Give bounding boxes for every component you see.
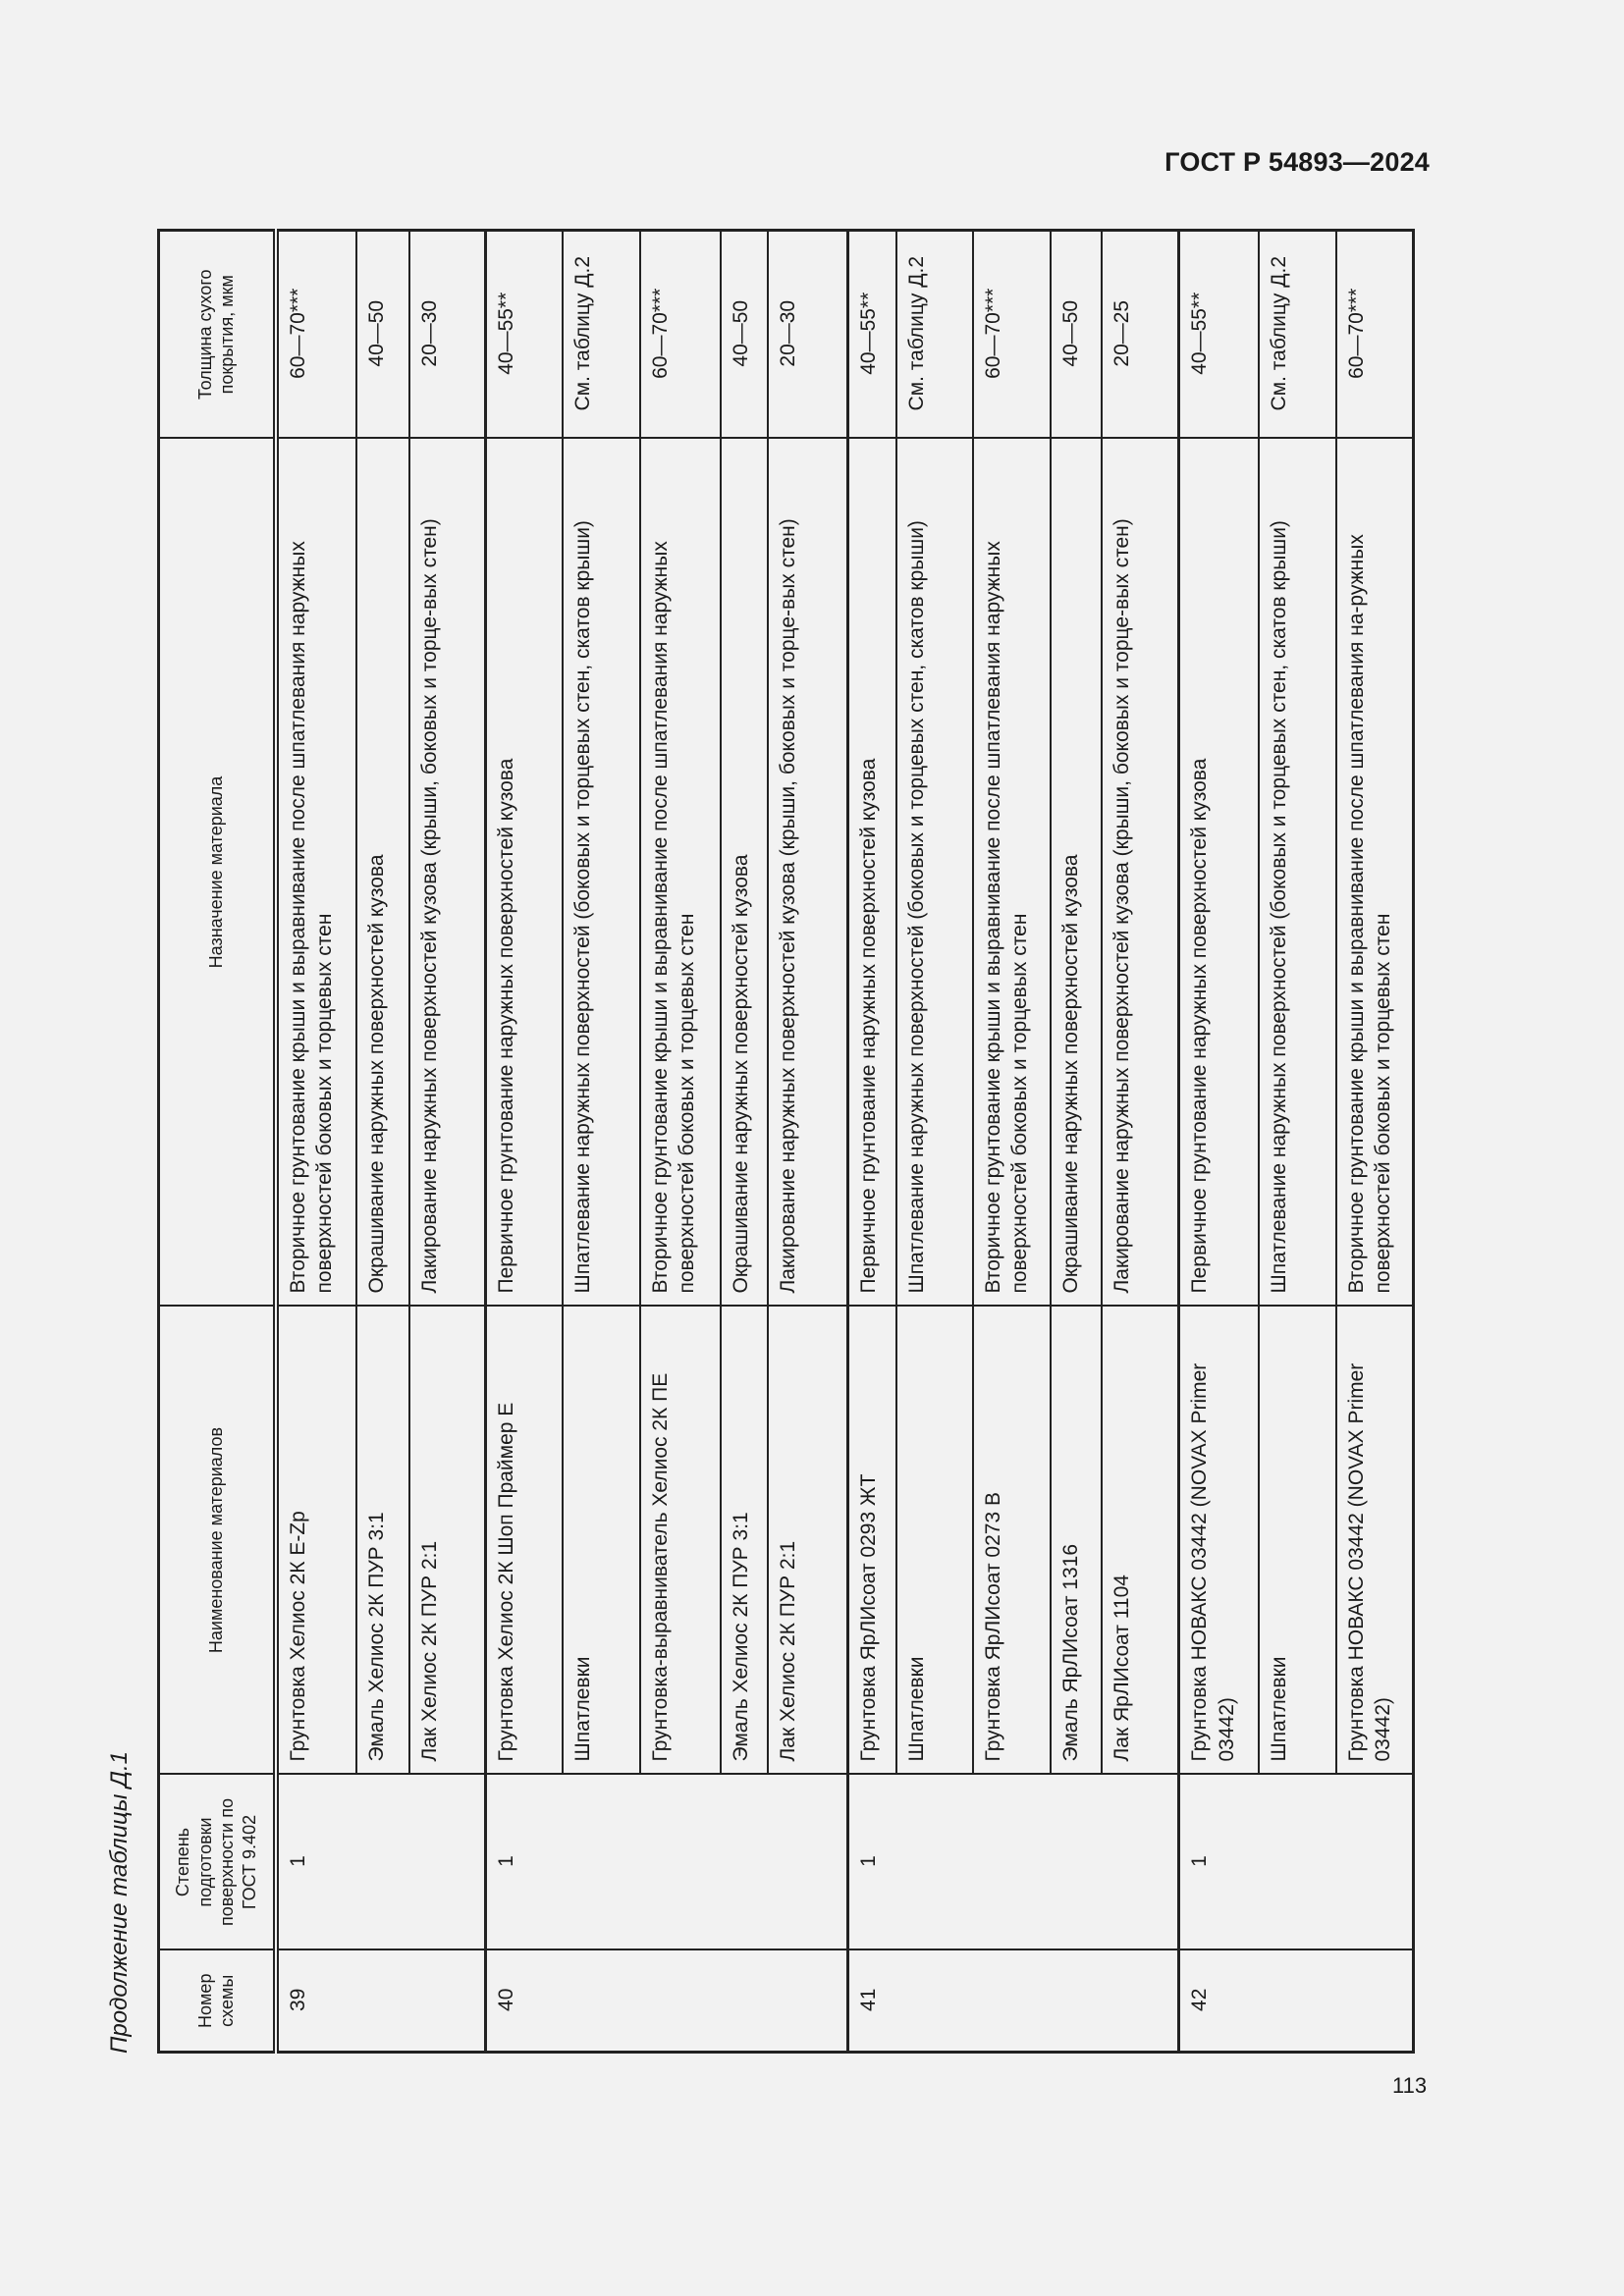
surface-prep-cell: 1 [1178, 1774, 1414, 1950]
header-thickness: Толщина сухого покрытия, мкм [158, 230, 276, 439]
thickness-cell: 60—70*** [275, 230, 356, 439]
purpose-cell: Окрашивание наружных поверхностей кузова [355, 438, 409, 1307]
thickness-cell: 40—50 [1050, 230, 1102, 439]
purpose-cell: Шпатлевание наружных поверхностей (боков… [895, 438, 973, 1307]
scheme-number-cell: 42 [1178, 1949, 1414, 2053]
material-name-cell: Эмаль Хелиос 2К ПУР 3:1 [720, 1306, 768, 1775]
table-row: 39 1 Грунтовка Хелиос 2К E-Zp Вторичное гру… [275, 230, 486, 2053]
material-name-cell: Шпатлевки [1258, 1306, 1336, 1775]
document-code: ГОСТ Р 54893—2024 [1164, 147, 1430, 177]
surface-prep-cell: 1 [847, 1774, 1179, 1950]
table-row: 41 1 Грунтовка ЯрЛИсоат 0293 ЖТ Первичное г… [847, 230, 1179, 2053]
thickness-cell: См. таблицу Д.2 [895, 230, 973, 439]
rotated-table-block: Продолжение таблицы Д.1 Номер схемы Степ… [106, 229, 1415, 2054]
material-name-cell: Грунтовка-выравниватель Хелиос 2К ПЕ [639, 1306, 721, 1775]
thickness-cell: См. таблицу Д.2 [1258, 230, 1336, 439]
purpose-cell: Вторичное грунтование крыши и выравниван… [1335, 438, 1414, 1307]
material-name-cell: Эмаль Хелиос 2К ПУР 3:1 [355, 1306, 409, 1775]
header-surface-prep: Степень подготовки поверхности по ГОСТ 9… [158, 1774, 276, 1950]
material-name-cell: Лак Хелиос 2К ПУР 2:1 [767, 1306, 848, 1775]
purpose-cell: Шпатлевание наружных поверхностей (боков… [562, 438, 640, 1307]
material-name-cell: Лак ЯрЛИсоат 1104 [1101, 1306, 1179, 1775]
purpose-cell: Вторичное грунтование крыши и выравниван… [639, 438, 721, 1307]
header-scheme-number: Номер схемы [158, 1949, 276, 2053]
purpose-cell: Лакирование наружных поверхностей кузова… [1101, 438, 1179, 1307]
purpose-cell: Окрашивание наружных поверхностей кузова [720, 438, 768, 1307]
thickness-cell: 40—55** [847, 230, 896, 439]
material-name-cell: Грунтовка НОВАКС 03442 (NOVAX Primer 034… [1335, 1306, 1414, 1775]
thickness-cell: 40—50 [355, 230, 409, 439]
scheme-number-cell: 39 [275, 1949, 486, 2053]
header-material-name: Наименование материалов [158, 1306, 276, 1775]
thickness-cell: 40—50 [720, 230, 768, 439]
thickness-cell: 20—30 [408, 230, 486, 439]
scheme-number-cell: 41 [847, 1949, 1179, 2053]
thickness-cell: 60—70*** [1335, 230, 1414, 439]
table-header-row: Номер схемы Степень подготовки поверхнос… [158, 230, 276, 2053]
material-name-cell: Грунтовка ЯрЛИсоат 0273 В [972, 1306, 1051, 1775]
material-name-cell: Эмаль ЯрЛИсоат 1316 [1050, 1306, 1102, 1775]
thickness-cell: 60—70*** [972, 230, 1051, 439]
material-name-cell: Шпатлевки [895, 1306, 973, 1775]
purpose-cell: Первичное грунтование наружных поверхнос… [485, 438, 563, 1307]
material-name-cell: Грунтовка Хелиос 2К E-Zp [275, 1306, 356, 1775]
surface-prep-cell: 1 [275, 1774, 486, 1950]
surface-prep-cell: 1 [485, 1774, 848, 1950]
purpose-cell: Первичное грунтование наружных поверхнос… [1178, 438, 1259, 1307]
purpose-cell: Шпатлевание наружных поверхностей (боков… [1258, 438, 1336, 1307]
material-name-cell: Грунтовка ЯрЛИсоат 0293 ЖТ [847, 1306, 896, 1775]
purpose-cell: Лакирование наружных поверхностей кузова… [408, 438, 486, 1307]
material-name-cell: Шпатлевки [562, 1306, 640, 1775]
purpose-cell: Вторичное грунтование крыши и выравниван… [972, 438, 1051, 1307]
purpose-cell: Первичное грунтование наружных поверхнос… [847, 438, 896, 1307]
material-name-cell: Лак Хелиос 2К ПУР 2:1 [408, 1306, 486, 1775]
table-caption: Продолжение таблицы Д.1 [106, 1750, 133, 2054]
thickness-cell: См. таблицу Д.2 [562, 230, 640, 439]
table-row: 40 1 Грунтовка Хелиос 2К Шоп Праймер Е Перв… [485, 230, 848, 2053]
scheme-number-cell: 40 [485, 1949, 848, 2053]
coating-schemes-table: Номер схемы Степень подготовки поверхнос… [157, 229, 1415, 2054]
material-name-cell: Грунтовка Хелиос 2К Шоп Праймер Е [485, 1306, 563, 1775]
purpose-cell: Окрашивание наружных поверхностей кузова [1050, 438, 1102, 1307]
purpose-cell: Вторичное грунтование крыши и выравниван… [275, 438, 356, 1307]
thickness-cell: 20—25 [1101, 230, 1179, 439]
thickness-cell: 60—70*** [639, 230, 721, 439]
thickness-cell: 40—55** [1178, 230, 1259, 439]
purpose-cell: Лакирование наружных поверхностей кузова… [767, 438, 848, 1307]
page-number: 113 [1392, 2073, 1428, 2098]
thickness-cell: 40—55** [485, 230, 563, 439]
material-name-cell: Грунтовка НОВАКС 03442 (NOVAX Primer 034… [1178, 1306, 1259, 1775]
header-purpose: Назначение материала [158, 438, 276, 1307]
thickness-cell: 20—30 [767, 230, 848, 439]
table-row: 42 1 Грунтовка НОВАКС 03442 (NOVAX Primer … [1178, 230, 1414, 2053]
